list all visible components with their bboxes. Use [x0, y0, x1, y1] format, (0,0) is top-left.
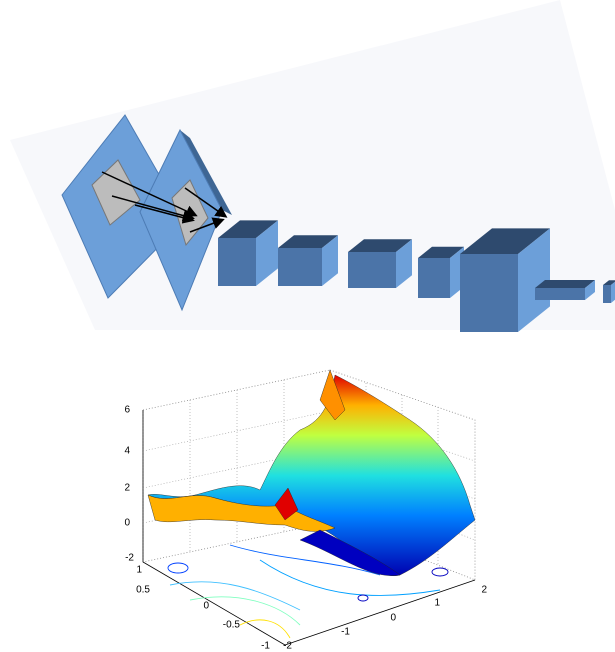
block-front	[603, 285, 611, 303]
x-tick-label: 2	[481, 585, 487, 596]
y-tick-label: 1	[136, 565, 142, 576]
z-tick-label: 4	[124, 446, 130, 457]
block-front	[348, 252, 396, 288]
x-tick-label: -2	[283, 641, 292, 652]
surface	[148, 370, 475, 576]
y-tick-label: -1	[261, 641, 270, 652]
block-front	[218, 238, 256, 286]
block-front	[460, 254, 518, 332]
y-tick-label: 0	[203, 601, 209, 612]
block-top	[535, 280, 595, 288]
page: 6 4 2 0 -2 1 0.5 0 -0.5 -1 -2 -1 0 1 2 (…	[0, 0, 615, 652]
figure: 6 4 2 0 -2 1 0.5 0 -0.5 -1 -2 -1 0 1 2	[0, 0, 615, 652]
x-tick-label: -1	[341, 627, 350, 638]
z-tick-label: 2	[124, 483, 130, 494]
x-tick-label: 1	[434, 598, 440, 609]
y-tick-label: -0.5	[223, 620, 241, 631]
z-tick-label: 6	[124, 405, 130, 416]
block-front	[418, 258, 450, 298]
block-front	[535, 288, 585, 300]
z-tick-label: 0	[124, 518, 130, 529]
y-tick-label: 0.5	[136, 585, 150, 596]
z-tick-label: -2	[125, 553, 134, 564]
x-tick-label: 0	[390, 613, 396, 624]
block-front	[278, 248, 322, 286]
